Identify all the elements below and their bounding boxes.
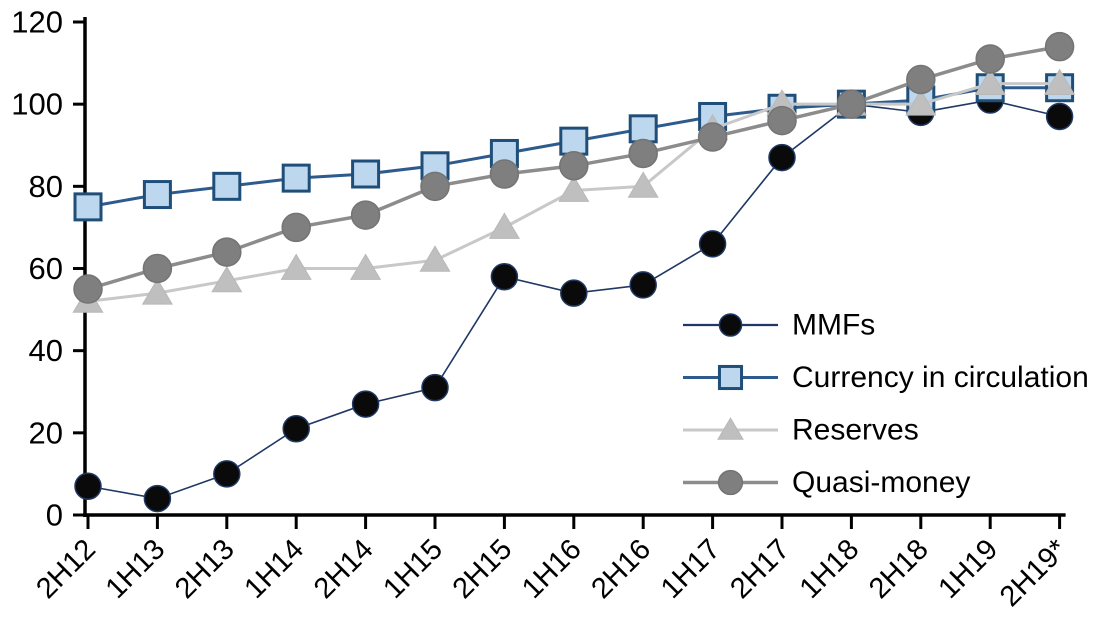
legend-label-reserves: Reserves <box>792 414 919 447</box>
x-tick-label: 2H18 <box>863 533 935 605</box>
data-point-quasi-money <box>628 138 658 169</box>
legend: MMFs Currency in circulation Reserves Quasi… <box>683 309 1089 499</box>
x-tick-label: 2H17 <box>724 533 796 605</box>
y-tick-label: 0 <box>46 498 63 533</box>
data-point-reserves <box>419 245 451 272</box>
data-point-reserves <box>211 265 243 293</box>
x-tick-label: 2H12 <box>30 533 102 605</box>
data-point-mmfs <box>74 472 102 500</box>
x-tick-label: 2H19* <box>994 533 1074 613</box>
y-tick-label: 100 <box>11 87 63 122</box>
x-tick-label: 2H15 <box>447 533 519 605</box>
data-point-quasi-money <box>350 200 381 230</box>
data-point-quasi-money <box>975 44 1005 74</box>
data-point-reserves <box>280 253 312 280</box>
data-point-reserves <box>558 175 590 202</box>
data-point-quasi-money <box>73 274 103 304</box>
x-tick-label: 1H13 <box>100 533 172 605</box>
data-point-currency-in-circulation <box>559 126 589 156</box>
data-point-mmfs <box>768 143 796 172</box>
data-point-reserves <box>141 278 173 305</box>
data-point-quasi-money <box>420 171 450 202</box>
y-tick-label: 120 <box>11 5 63 40</box>
data-point-currency-in-circulation <box>628 114 658 144</box>
data-point-reserves <box>350 253 382 280</box>
legend-label-quasi-money: Quasi-money <box>792 466 970 499</box>
data-point-reserves <box>905 89 937 116</box>
data-point-mmfs <box>421 373 449 402</box>
legend-marker-currency-in-circulation <box>717 364 744 391</box>
y-tick-label: 40 <box>29 333 63 368</box>
legend-marker-quasi-money <box>717 469 744 496</box>
legend-item-currency-in-circulation: Currency in circulation <box>683 361 1089 394</box>
data-point-mmfs <box>1045 102 1074 131</box>
series-quasi-money <box>73 31 1075 304</box>
data-point-quasi-money <box>836 89 867 119</box>
data-point-mmfs <box>282 414 310 443</box>
legend-marker-reserves <box>717 417 744 440</box>
data-point-mmfs <box>560 279 588 307</box>
data-point-reserves <box>627 171 659 198</box>
data-point-currency-in-circulation <box>142 180 172 210</box>
y-tick-label: 20 <box>29 415 63 450</box>
data-point-quasi-money <box>906 64 936 95</box>
x-tick-label: 2H16 <box>585 533 657 605</box>
data-point-reserves <box>974 68 1006 96</box>
x-tick-label: 1H19 <box>933 533 1005 605</box>
data-point-mmfs <box>698 230 727 258</box>
data-point-reserves <box>488 212 520 239</box>
y-tick-label: 60 <box>29 251 63 286</box>
x-tick-label: 1H18 <box>794 533 866 605</box>
data-point-quasi-money <box>281 212 311 243</box>
data-point-currency-in-circulation <box>351 159 381 189</box>
data-point-quasi-money <box>1044 31 1075 62</box>
data-point-quasi-money <box>559 151 589 181</box>
data-point-mmfs <box>629 271 657 299</box>
data-point-mmfs <box>490 262 519 291</box>
data-point-currency-in-circulation <box>212 171 242 201</box>
data-point-quasi-money <box>212 237 242 267</box>
data-point-quasi-money <box>767 105 797 136</box>
data-point-quasi-money <box>489 159 520 189</box>
legend-marker-mmfs <box>718 313 743 337</box>
legend-label-currency-in-circulation: Currency in circulation <box>792 361 1089 394</box>
x-tick-label: 1H17 <box>655 533 727 605</box>
y-tick-label: 80 <box>29 169 63 204</box>
legend-item-reserves: Reserves <box>683 414 919 447</box>
x-tick-label: 2H14 <box>308 533 380 605</box>
data-point-currency-in-circulation <box>281 163 311 193</box>
x-tick-label: 1H15 <box>377 533 449 605</box>
legend-item-quasi-money: Quasi-money <box>683 466 970 499</box>
x-tick-label: 2H13 <box>169 533 241 605</box>
data-point-mmfs <box>143 484 172 513</box>
legend-item-mmfs: MMFs <box>683 309 875 342</box>
data-point-mmfs <box>351 390 380 418</box>
x-tick-label: 1H14 <box>238 533 310 605</box>
data-point-currency-in-circulation <box>73 192 103 222</box>
x-tick-label: 1H16 <box>516 533 588 605</box>
data-point-reserves <box>1044 68 1076 96</box>
legend-label-mmfs: MMFs <box>792 309 875 342</box>
data-point-quasi-money <box>142 253 173 284</box>
data-point-quasi-money <box>697 122 728 152</box>
data-point-mmfs <box>213 460 241 488</box>
